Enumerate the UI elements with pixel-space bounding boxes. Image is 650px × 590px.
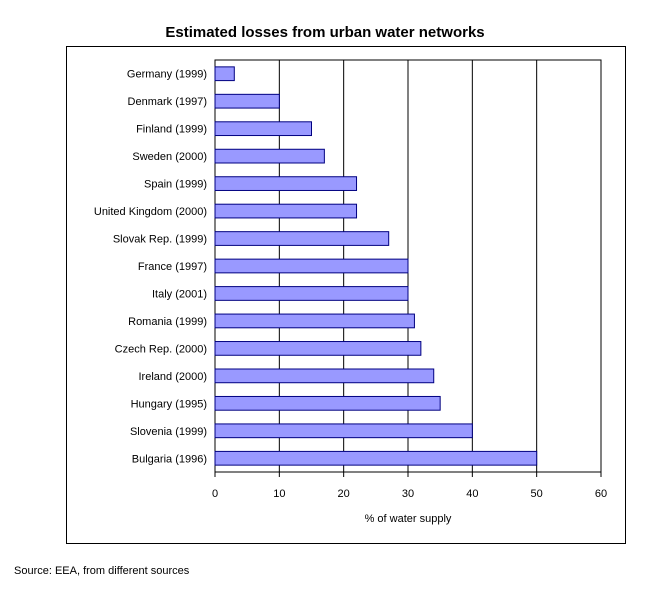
- bar: [214, 341, 422, 356]
- bar: [214, 313, 415, 329]
- bar: [214, 148, 325, 164]
- x-tick-label: 40: [466, 488, 478, 500]
- bar: [214, 423, 473, 439]
- category-label: Germany (1999): [127, 69, 207, 81]
- category-label: Finland (1999): [136, 124, 207, 136]
- x-axis-title: % of water supply: [365, 513, 452, 525]
- category-label: Slovak Rep. (1999): [113, 234, 207, 246]
- x-tick-label: 20: [338, 488, 350, 500]
- bar: [214, 258, 409, 274]
- x-tick-label: 30: [402, 488, 414, 500]
- chart-frame: [66, 46, 626, 544]
- bar: [214, 203, 358, 219]
- x-tick-label: 10: [273, 488, 285, 500]
- category-label: Bulgaria (1996): [132, 453, 207, 465]
- x-tick-label: 60: [595, 488, 607, 500]
- bar: [214, 66, 235, 82]
- category-label: Hungary (1995): [131, 398, 207, 410]
- source-note: Source: EEA, from different sources: [14, 565, 190, 577]
- category-label: Ireland (2000): [139, 371, 208, 383]
- category-label: Sweden (2000): [132, 151, 207, 163]
- bar: [214, 93, 280, 109]
- bar: [214, 368, 435, 384]
- category-label: Denmark (1997): [128, 96, 207, 108]
- category-label: Italy (2001): [152, 288, 207, 300]
- bar: [214, 231, 390, 246]
- category-label: Romania (1999): [128, 316, 207, 328]
- category-label: Slovenia (1999): [130, 426, 207, 438]
- bar: [214, 450, 538, 466]
- category-label: Czech Rep. (2000): [115, 343, 207, 355]
- bar: [214, 395, 441, 411]
- x-tick-label: 50: [531, 488, 543, 500]
- chart-title: Estimated losses from urban water networ…: [165, 24, 485, 41]
- category-label: France (1997): [138, 261, 207, 273]
- bar: [214, 121, 312, 137]
- x-tick-label: 0: [212, 488, 218, 500]
- bar: [214, 286, 409, 301]
- category-label: Spain (1999): [144, 179, 207, 191]
- bar: [214, 176, 358, 191]
- category-label: United Kingdom (2000): [94, 206, 207, 218]
